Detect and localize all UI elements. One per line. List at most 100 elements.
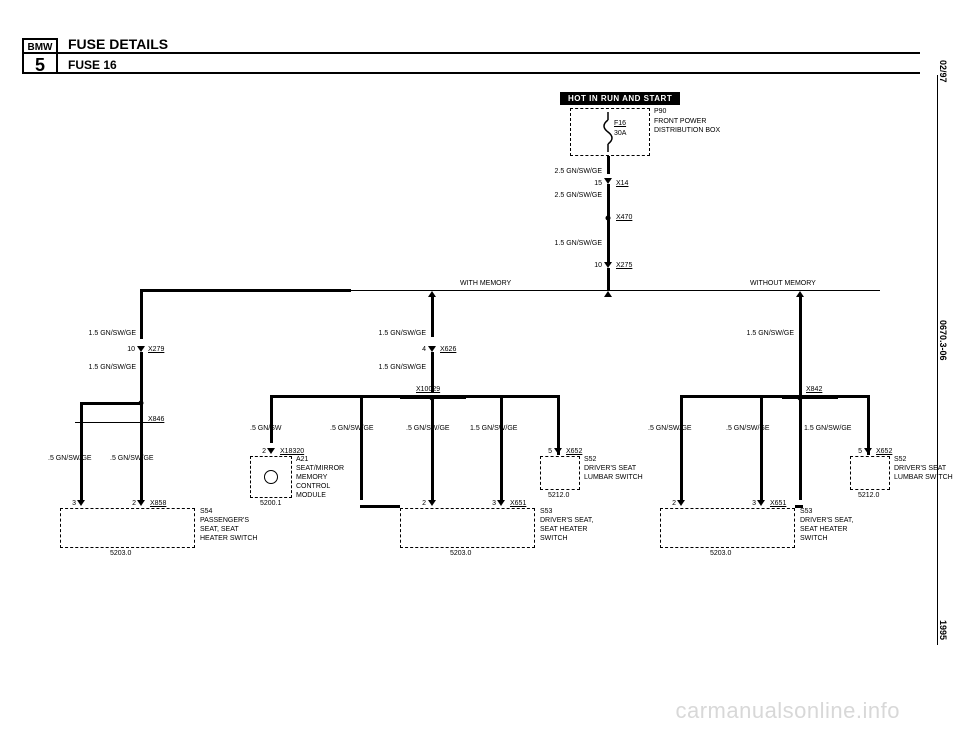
lbl-15d: 1.5 GN/SW/GE: [366, 330, 426, 338]
s53b-l1: S53: [800, 508, 812, 516]
v-x846l: [80, 402, 83, 422]
h-s53a-ext: [360, 505, 400, 508]
s54-c1: [77, 500, 85, 506]
v-s53b-ext: [799, 398, 802, 500]
a21-l1: A21: [296, 456, 308, 464]
x652a-conn: [554, 448, 562, 454]
v-a21-feed: [270, 395, 273, 443]
h-left-branch: [140, 289, 350, 292]
x846-label: X846: [148, 416, 164, 424]
s53a-box: [400, 508, 535, 548]
w-dist-1: [607, 156, 610, 174]
s52a-l2: DRIVER'S SEAT: [584, 465, 636, 473]
x842-bar: [782, 398, 838, 399]
s53a-l2: DRIVER'S SEAT,: [540, 517, 593, 525]
pin-10b: 10: [115, 346, 135, 354]
pin-15: 15: [580, 180, 602, 188]
s53b-c2: [757, 500, 765, 506]
v-withmem1: [431, 297, 434, 337]
v-s53a-m: [431, 398, 434, 500]
s53a-l3: SEAT HEATER: [540, 526, 587, 534]
lbl-5g: .5 GN/SW/GE: [726, 425, 770, 433]
h-x846: [80, 402, 143, 405]
s52b-box: [850, 456, 890, 490]
s53a-l4: SWITCH: [540, 535, 568, 543]
p90-label: P90: [654, 108, 666, 116]
v-x846r: [140, 402, 143, 422]
lbl-15b: 1.5 GN/SW/GE: [76, 330, 136, 338]
s52a-l3: LUMBAR SWITCH: [584, 474, 643, 482]
v-s52a: [557, 395, 560, 455]
s54-l2: PASSENGER'S: [200, 517, 249, 525]
v-x279a: [140, 289, 143, 339]
a21-ref: 5200.1: [260, 500, 281, 508]
x626-label: X626: [440, 346, 456, 354]
s53b-l2: DRIVER'S SEAT,: [800, 517, 853, 525]
v-s53a-l: [360, 395, 363, 500]
lbl-5a: .5 GN/SW: [250, 425, 282, 433]
w-x14: [607, 184, 610, 200]
x842-label: X842: [806, 386, 822, 394]
dist-name2: DISTRIBUTION BOX: [654, 127, 720, 135]
lbl-25b: 2.5 GN/SW/GE: [540, 192, 602, 200]
page: BMW 5 FUSE DETAILS FUSE 16 02/97 0670.3-…: [0, 0, 960, 744]
h-x10029: [270, 395, 560, 398]
side-doc: 0670.3-06: [938, 320, 948, 361]
lbl-15h: 1.5 GN/SW/GE: [804, 425, 851, 433]
pin-10a: 10: [580, 262, 602, 270]
lbl-5f: .5 GN/SW/GE: [648, 425, 692, 433]
lbl-15e: 1.5 GN/SW/GE: [366, 364, 426, 372]
s53a-c1: [428, 500, 436, 506]
fuse-id: F16: [614, 120, 626, 128]
s52b-l2: DRIVER'S SEAT: [894, 465, 946, 473]
v-s53b-l: [680, 395, 683, 500]
side-date: 02/97: [938, 60, 948, 83]
lbl-15c: 1.5 GN/SW/GE: [76, 364, 136, 372]
module-icon: [264, 470, 278, 484]
lbl-5c: .5 GN/SW/GE: [406, 425, 450, 433]
s53a-c2: [497, 500, 505, 506]
v-s53a-r: [500, 395, 503, 500]
arc-mid: [604, 291, 612, 297]
s53b-c1: [677, 500, 685, 506]
a21-l4: CONTROL: [296, 483, 330, 491]
a21-l3: MEMORY: [296, 474, 327, 482]
s53b-l3: SEAT HEATER: [800, 526, 847, 534]
s52b-l1: S52: [894, 456, 906, 464]
x10029-label: X10029: [416, 386, 440, 394]
hot-label: HOT IN RUN AND START: [560, 92, 680, 105]
fuse-rating: 30A: [614, 130, 626, 138]
x470-label: X470: [616, 214, 632, 222]
v-x279b: [140, 352, 143, 402]
v-s53b-m: [760, 395, 763, 500]
lbl-25a: 2.5 GN/SW/GE: [540, 168, 602, 176]
s54-l3: SEAT, SEAT: [200, 526, 239, 534]
w-x470: [607, 200, 610, 244]
dist-name1: FRONT POWER: [654, 118, 706, 126]
s53b-l4: SWITCH: [800, 535, 828, 543]
page-title: FUSE DETAILS: [68, 36, 168, 52]
s54-l4: HEATER SWITCH: [200, 535, 257, 543]
w-x275b: [607, 268, 610, 290]
pin-4: 4: [408, 346, 426, 354]
s54-box: [60, 508, 195, 548]
title-rule: [22, 52, 920, 54]
side-year: 1995: [938, 620, 948, 640]
lbl-5d: .5 GN/SW/GE: [48, 455, 92, 463]
page-subtitle: FUSE 16: [68, 58, 117, 72]
lbl-15a: 1.5 GN/SW/GE: [540, 240, 602, 248]
s54-c2: [137, 500, 145, 506]
x14-label: X14: [616, 180, 628, 188]
x846-bar: [75, 422, 150, 423]
lbl-5b: .5 GN/SW/GE: [330, 425, 374, 433]
x275-label: X275: [616, 262, 632, 270]
h-s53b-ext: [795, 505, 803, 508]
v-womem1: [799, 297, 802, 395]
s52a-ref: 5212.0: [548, 492, 569, 500]
s53b-ref: 5203.0: [710, 550, 731, 558]
v-s52b: [867, 395, 870, 455]
a21-l5: MODULE: [296, 492, 326, 500]
side-rule: [937, 75, 938, 645]
s54-l1: S54: [200, 508, 212, 516]
w-x275a: [607, 244, 610, 262]
